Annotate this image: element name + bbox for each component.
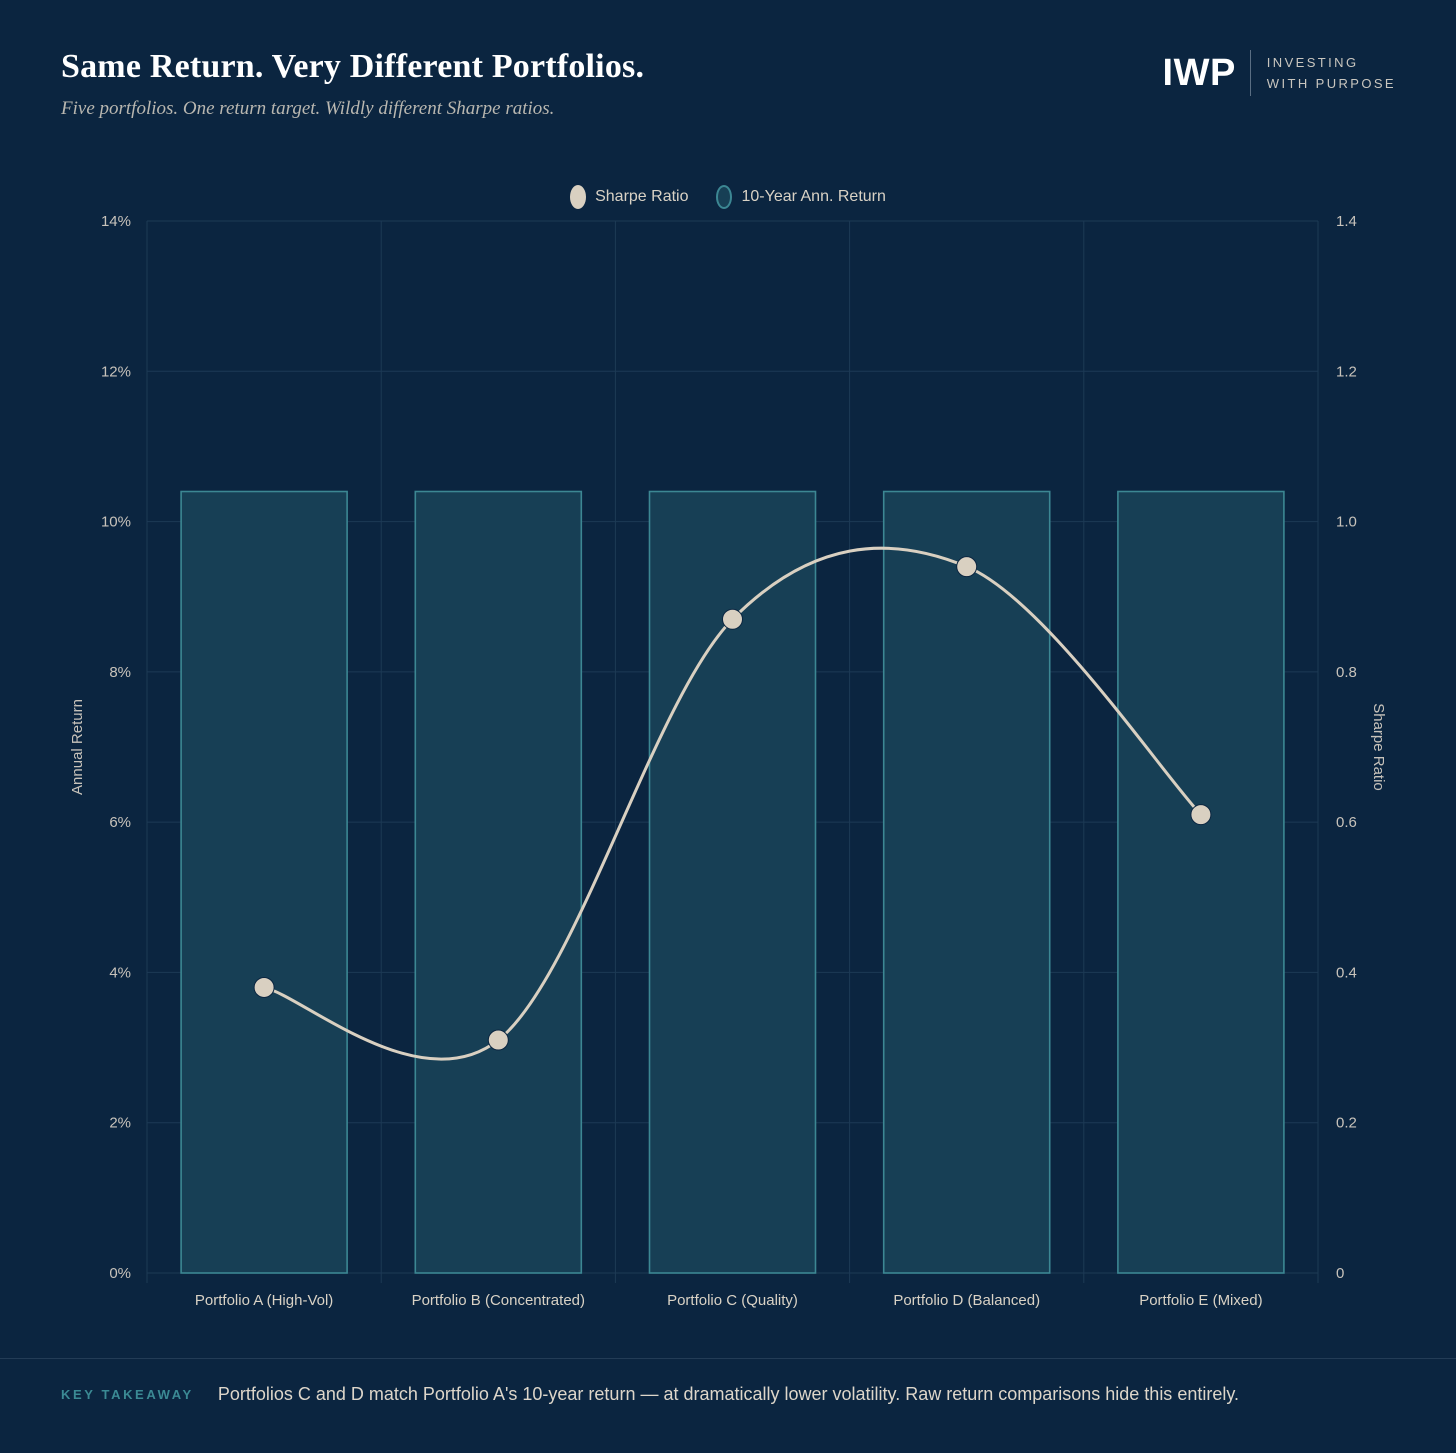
logo-line-1: INVESTING [1266, 55, 1359, 70]
footer: KEY TAKEAWAY Portfolios C and D match Po… [61, 1384, 1239, 1405]
x-tick-label: Portfolio B (Concentrated) [412, 1292, 585, 1309]
y-tick-label-right: 0 [1336, 1265, 1344, 1282]
y-tick-label-left: 14% [101, 213, 131, 230]
footer-divider [0, 1358, 1456, 1359]
y-tick-label-right: 1.0 [1336, 514, 1357, 531]
y-tick-label-right: 0.6 [1336, 814, 1357, 831]
legend-swatch-sharpe [570, 185, 587, 209]
bar-return [882, 490, 1051, 1274]
y-tick-label-left: 12% [101, 363, 131, 380]
y-tick-label-left: 0% [109, 1265, 131, 1282]
y-axis-title-right: Sharpe Ratio [1370, 703, 1387, 791]
bar-return [1117, 490, 1285, 1274]
x-tick-label: Portfolio C (Quality) [667, 1292, 798, 1309]
legend-label-sharpe: Sharpe Ratio [595, 188, 689, 205]
logo-mark: IWP [1162, 51, 1236, 94]
y-tick-label-right: 1.2 [1336, 363, 1357, 380]
sharpe-point [956, 556, 978, 578]
legend-label-return: 10-Year Ann. Return [741, 188, 886, 205]
brand-logo: IWP INVESTING WITH PURPOSE [1163, 50, 1396, 96]
legend: Sharpe Ratio 10-Year Ann. Return [0, 184, 1456, 210]
sharpe-point [1190, 804, 1212, 826]
y-tick-label-left: 8% [109, 664, 131, 681]
takeaway-text: Portfolios C and D match Portfolio A's 1… [217, 1384, 1240, 1404]
logo-line-2: WITH PURPOSE [1266, 76, 1396, 91]
legend-swatch-return [716, 185, 733, 209]
y-tick-label-right: 0.4 [1336, 964, 1357, 981]
legend-item-return[interactable]: 10-Year Ann. Return [716, 185, 886, 209]
y-tick-label-left: 10% [101, 514, 131, 531]
bar-return [648, 490, 817, 1274]
y-tick-label-left: 6% [109, 814, 131, 831]
x-tick-label: Portfolio D (Balanced) [893, 1292, 1040, 1309]
chart-subtitle: Five portfolios. One return target. Wild… [61, 98, 555, 119]
y-tick-label-left: 2% [109, 1115, 131, 1132]
logo-text: INVESTING WITH PURPOSE [1267, 52, 1396, 94]
x-tick-label: Portfolio E (Mixed) [1139, 1292, 1262, 1309]
sharpe-line [263, 546, 1202, 1061]
y-axis-title-left: Annual Return [69, 699, 86, 795]
y-tick-label-right: 0.8 [1336, 664, 1357, 681]
combo-chart: 0% 0 2% 0.2 4% 0.4 6% 0.6 8% 0.8 10% 1.0 12% 1.2 14% 1.… [69, 213, 1387, 1309]
chart-title: Same Return. Very Different Portfolios. [61, 48, 645, 85]
x-tick-label: Portfolio A (High-Vol) [195, 1292, 333, 1309]
bar-return [414, 490, 583, 1274]
takeaway-label: KEY TAKEAWAY [61, 1387, 194, 1402]
sharpe-point [253, 976, 275, 998]
legend-item-sharpe[interactable]: Sharpe Ratio [570, 185, 688, 209]
sharpe-point [722, 608, 743, 630]
y-tick-label-right: 1.4 [1336, 213, 1357, 230]
y-tick-label-left: 4% [109, 964, 131, 981]
bar-return [180, 490, 348, 1274]
header: Same Return. Very Different Portfolios. … [61, 48, 1396, 138]
y-tick-label-right: 0.2 [1336, 1115, 1357, 1132]
logo-divider [1249, 50, 1251, 96]
sharpe-point [487, 1029, 509, 1051]
